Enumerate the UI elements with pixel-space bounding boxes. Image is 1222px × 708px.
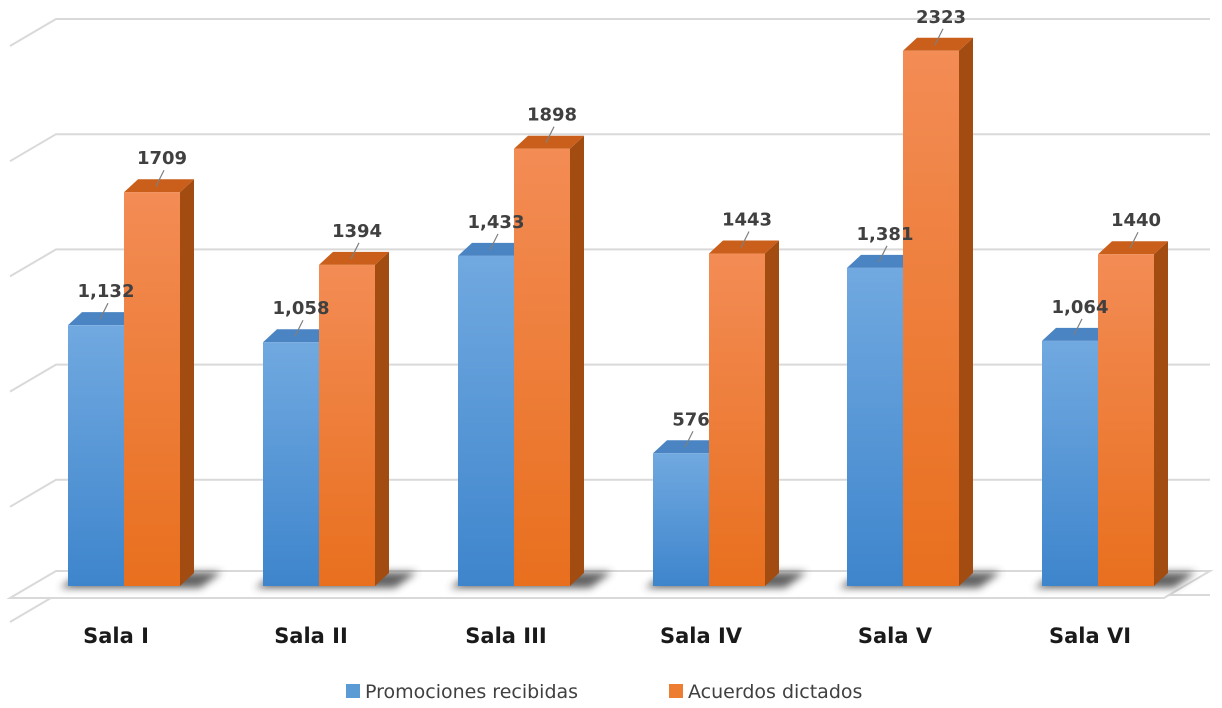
legend-swatch xyxy=(669,684,683,698)
label-leader-line xyxy=(99,302,109,320)
gridline xyxy=(9,133,1210,163)
legend-swatch xyxy=(346,684,360,698)
bar-acuerdos-6 xyxy=(1098,241,1168,586)
bar-front xyxy=(124,192,180,586)
label-leader-line xyxy=(684,431,694,448)
category-label: Sala III xyxy=(465,624,546,648)
category-label: Sala I xyxy=(83,624,149,648)
bar-top xyxy=(1042,327,1112,341)
label-leader-line xyxy=(740,231,750,248)
bar-side xyxy=(959,37,973,586)
gridline xyxy=(9,248,1210,278)
gridline xyxy=(9,478,1210,508)
bar-front xyxy=(458,255,514,587)
value-label: 1,132 xyxy=(78,281,135,302)
bar-top xyxy=(263,329,333,343)
label-leader-line xyxy=(350,242,360,260)
label-leader-line xyxy=(1129,231,1139,249)
bar-top xyxy=(458,242,528,256)
bar-front xyxy=(263,342,319,586)
value-label: 576 xyxy=(672,409,710,430)
bar-top xyxy=(903,37,973,51)
gridline xyxy=(9,363,1210,393)
label-leader-line xyxy=(155,169,165,187)
bar-front xyxy=(1042,340,1098,586)
bar-side xyxy=(1154,241,1168,586)
bar-front xyxy=(1098,254,1154,586)
bar-acuerdos-5 xyxy=(903,37,973,586)
bar-top xyxy=(653,440,723,454)
legend-item-promociones: Promociones recibidas xyxy=(346,681,578,703)
label-leader-line xyxy=(294,319,304,337)
value-label: 1,381 xyxy=(857,224,914,245)
bars xyxy=(68,37,1168,587)
bar-front xyxy=(847,267,903,586)
label-leader-line xyxy=(878,245,888,263)
legend-label: Acuerdos dictados xyxy=(688,681,862,703)
label-leader-line xyxy=(1073,318,1083,336)
gridline xyxy=(9,18,1210,47)
label-leader-line xyxy=(934,28,944,46)
legend-item-acuerdos: Acuerdos dictados xyxy=(669,681,862,703)
category-labels: Sala I Sala II Sala III Sala IV Sala V Sala V… xyxy=(83,624,1131,648)
bar-front xyxy=(709,253,765,586)
value-label: 1709 xyxy=(137,148,187,169)
value-label: 1,064 xyxy=(1052,297,1109,318)
category-label: Sala V xyxy=(858,624,933,648)
bar-top xyxy=(514,135,584,149)
bar-side xyxy=(375,251,389,587)
bar-top xyxy=(709,240,779,254)
bar-side xyxy=(570,135,584,586)
bar-acuerdos-3 xyxy=(514,135,584,586)
bar-side xyxy=(765,240,779,586)
bar-front xyxy=(514,148,570,586)
legend-label: Promociones recibidas xyxy=(365,681,578,703)
legend: Promociones recibidas Acuerdos dictados xyxy=(346,681,862,703)
label-leader-line xyxy=(489,233,499,251)
bar-front xyxy=(319,264,375,586)
bar-front xyxy=(68,325,124,586)
gridline xyxy=(9,594,1210,623)
bar-front xyxy=(903,50,959,586)
label-leader-line xyxy=(545,126,555,143)
bar-acuerdos-2 xyxy=(319,251,389,587)
value-label: 1394 xyxy=(332,221,382,242)
category-label: Sala VI xyxy=(1049,624,1131,648)
bar-top xyxy=(319,251,389,265)
category-label: Sala II xyxy=(274,624,348,648)
value-label: 1,433 xyxy=(468,212,525,233)
bar-top xyxy=(124,179,194,193)
data-labels: 1,132 1,058 1,433 576 1,381 1,064 1709 1394 1898… xyxy=(78,7,1161,448)
bar-top xyxy=(847,254,917,268)
value-label: 2323 xyxy=(916,7,966,28)
value-label: 1443 xyxy=(722,210,772,231)
value-label: 1440 xyxy=(1111,210,1161,231)
bar-top xyxy=(68,312,138,326)
bar-front xyxy=(653,453,709,586)
value-label: 1898 xyxy=(527,105,577,126)
bar-acuerdos-4 xyxy=(709,240,779,586)
bar-acuerdos-1 xyxy=(124,179,194,586)
bar-side xyxy=(180,179,194,586)
value-label: 1,058 xyxy=(273,298,330,319)
bar-top xyxy=(1098,241,1168,255)
category-label: Sala IV xyxy=(660,624,743,648)
